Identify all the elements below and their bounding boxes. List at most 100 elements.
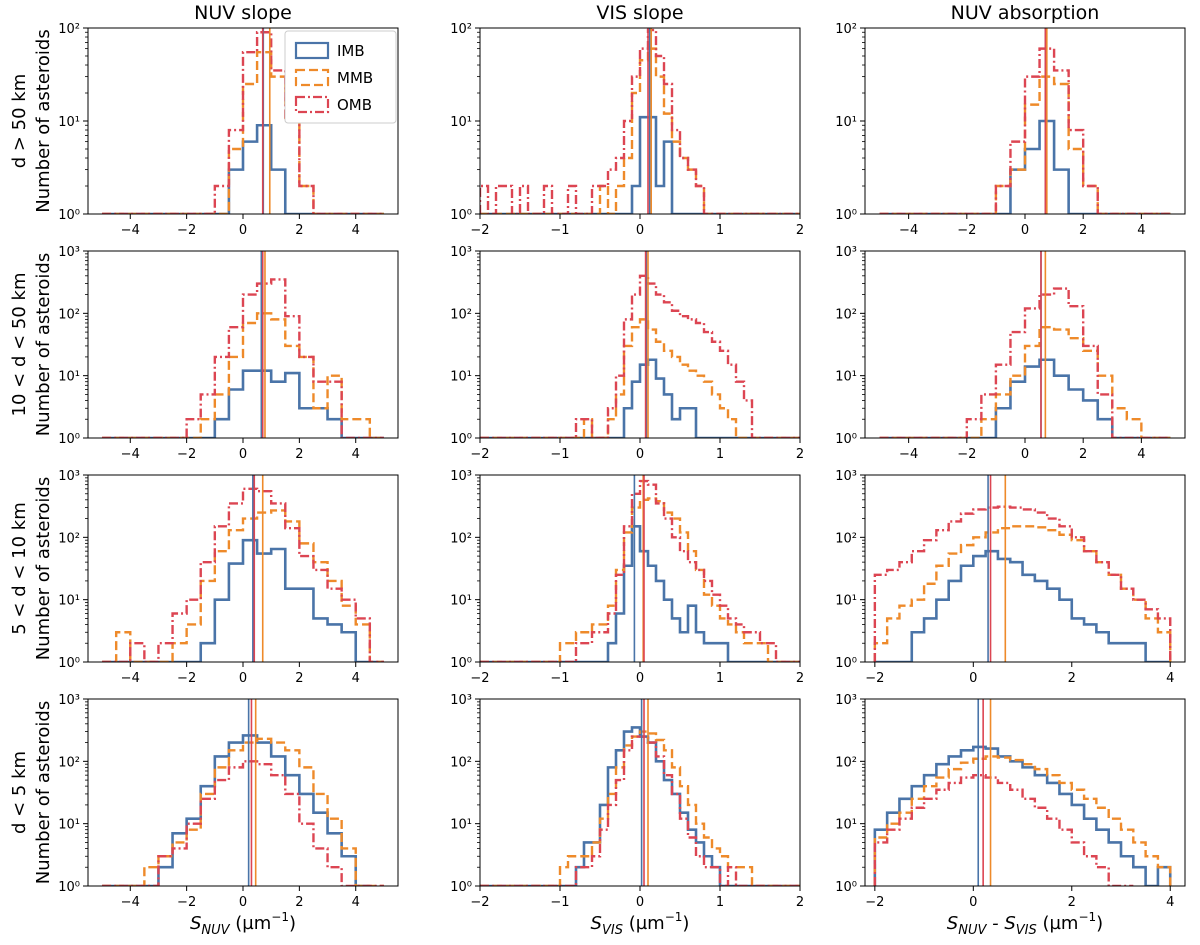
y-tick-label: 10¹ [835,115,857,130]
x-tick-label: −2 [177,671,196,686]
y-tick-label: 10⁰ [58,432,80,447]
panel-0-2: −4 −2 0 2 4 10⁰ 10¹ 10² [835,22,1186,238]
y-tick-label: 10⁰ [450,880,472,895]
x-tick-label: −4 [899,447,918,462]
x-axis-label-1: SVIS (µm−1) [591,910,690,938]
x-tick-label: −2 [470,447,489,462]
x-tick-label: −2 [177,223,196,238]
y-tick-label: 10² [835,22,857,37]
y-tick-label: 10¹ [450,370,472,385]
hist-imb-3-0 [102,734,370,886]
x-tick-label: −2 [177,447,196,462]
row-label-3-0: d < 5 km [9,751,30,834]
x-tick-label: 1 [716,447,724,462]
legend-swatch-omb [294,95,330,114]
hist-imb-0-1 [480,115,800,214]
axes-frame [87,474,399,663]
x-tick-label: 4 [352,223,360,238]
y-tick-label: 10² [450,531,472,546]
x-tick-label: −4 [121,671,140,686]
y-tick-label: 10² [58,531,80,546]
x-tick-label: 2 [1068,895,1076,910]
x-tick-label: −2 [865,895,884,910]
x-tick-label: 2 [295,223,303,238]
x-label-part: VIS [1016,923,1037,938]
x-tick-label: −2 [470,223,489,238]
axes-frame [864,474,1186,663]
y-tick-label: 10³ [58,245,80,260]
y-tick-label: 10² [835,307,857,322]
x-label-part: −1 [1078,910,1096,924]
panel-0-0: −4 −2 0 2 4 10⁰ 10¹ 10² [58,22,399,238]
hist-omb-1-1 [480,274,800,438]
y-tick-label: 10³ [835,245,857,260]
x-tick-label: 2 [295,895,303,910]
panel-0-1: −2 −1 0 1 2 10⁰ 10¹ 10² [450,22,804,238]
x-tick-label: 0 [636,223,644,238]
y-tick-label: 10² [450,307,472,322]
x-tick-label: 0 [969,671,977,686]
hist-mmb-3-2 [873,755,1172,886]
y-tick-label: 10³ [450,245,472,260]
panel-3-2: −2 0 2 4 10⁰ 10¹ 10² 10³ [835,693,1186,910]
x-tick-label: 1 [716,223,724,238]
hist-imb-1-2 [879,358,1171,438]
x-tick-label: 2 [796,895,804,910]
x-tick-label: −2 [957,447,976,462]
hist-omb-2-0 [102,487,384,662]
x-tick-label: 0 [239,671,247,686]
hist-omb-3-2 [873,773,1134,886]
x-tick-label: 2 [295,447,303,462]
x-tick-label: 4 [1137,447,1145,462]
panel-3-1: −2 −1 0 1 2 10⁰ 10¹ 10² 10³ [450,693,804,910]
hist-mmb-2-1 [480,497,800,662]
x-label-part: (µm [230,913,272,934]
x-tick-label: 0 [636,447,644,462]
y-tick-label: 10⁰ [450,432,472,447]
row-label-2-0: 5 < d < 10 km [9,502,30,635]
y-tick-label: 10⁰ [835,880,857,895]
hist-omb-2-2 [873,505,1172,662]
hist-mmb-2-0 [102,509,384,662]
row-label-0-0: d > 50 km [9,74,30,169]
x-tick-label: 1 [716,895,724,910]
hist-imb-3-2 [873,745,1172,886]
y-tick-label: 10² [835,531,857,546]
y-tick-label: 10⁰ [450,656,472,671]
x-tick-label: 0 [969,895,977,910]
x-tick-label: −1 [550,671,569,686]
x-label-part: −1 [271,910,289,924]
axes-frame [479,250,801,439]
legend-label-imb: IMB [337,42,365,60]
hist-imb-1-0 [102,369,384,438]
x-tick-label: −4 [121,895,140,910]
y-tick-label: 10⁰ [835,432,857,447]
x-axis-label-0: SNUV (µm−1) [190,910,296,938]
x-tick-label: 0 [1021,447,1029,462]
y-tick-label: 10¹ [450,818,472,833]
y-tick-label: 10¹ [58,818,80,833]
y-tick-label: 10³ [58,469,80,484]
y-tick-label: 10² [58,755,80,770]
x-tick-label: 0 [636,895,644,910]
y-tick-label: 10³ [450,469,472,484]
hist-omb-1-2 [879,287,1171,438]
y-tick-label: 10¹ [450,594,472,609]
x-tick-label: −1 [550,895,569,910]
legend: IMB MMB OMB [284,30,397,124]
y-tick-label: 10⁰ [835,656,857,671]
hist-mmb-1-2 [879,325,1171,438]
x-tick-label: −4 [121,223,140,238]
hist-imb-2-0 [102,538,384,662]
x-tick-label: −4 [899,223,918,238]
hist-imb-2-1 [480,525,800,662]
panel-2-2: −2 0 2 4 10⁰ 10¹ 10² 10³ [835,469,1186,686]
row-label-2-1: Number of asteroids [33,477,54,660]
panel-1-2: −4 −2 0 2 4 10⁰ 10¹ 10² 10³ [835,245,1186,462]
hist-imb-3-1 [480,726,800,886]
y-tick-label: 10⁰ [58,880,80,895]
x-label-part: - S [986,913,1015,934]
y-tick-label: 10¹ [58,115,80,130]
hist-omb-3-1 [480,735,800,886]
